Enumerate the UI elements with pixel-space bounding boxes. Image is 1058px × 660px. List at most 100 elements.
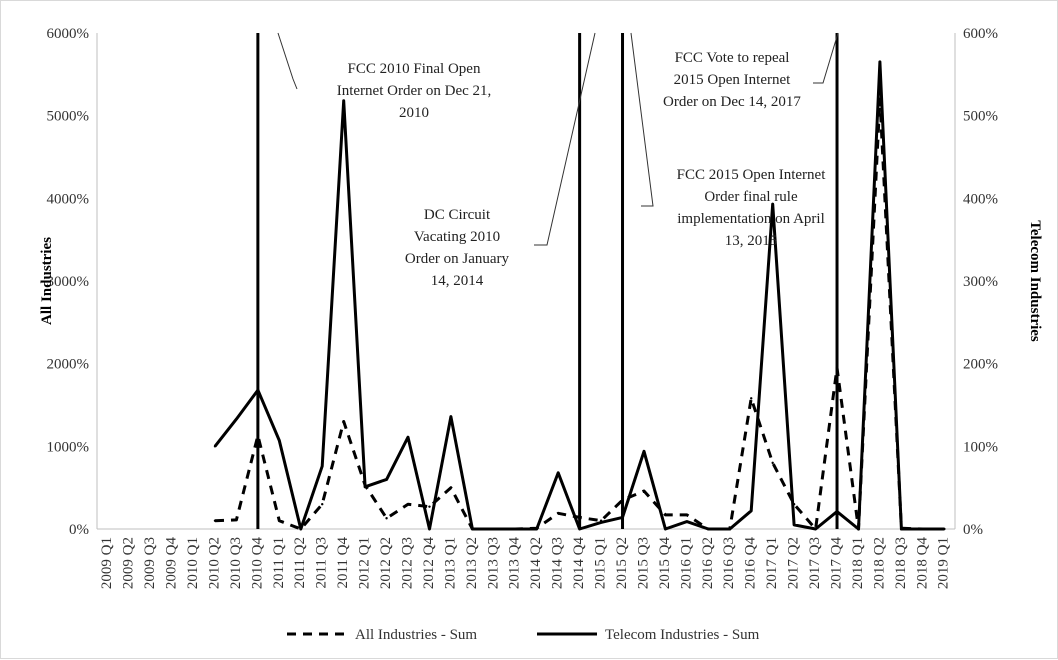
event-annotation-line: 14, 2014: [431, 273, 484, 289]
x-tick-label: 2013 Q1: [442, 537, 458, 589]
x-tick-label: 2018 Q2: [871, 537, 887, 589]
event-annotation-line: Vacating 2010: [414, 229, 500, 245]
y-right-tick-label: 0%: [963, 522, 983, 538]
x-tick-label: 2012 Q4: [421, 537, 437, 590]
x-tick-label: 2009 Q4: [164, 537, 180, 590]
data-point: [814, 527, 817, 531]
x-tick-label: 2017 Q2: [786, 537, 802, 589]
x-tick-label: 2011 Q3: [314, 537, 330, 589]
x-tick-label: 2017 Q1: [764, 537, 780, 589]
data-point: [664, 527, 667, 531]
annotation-leader-line: [277, 32, 298, 90]
data-point: [578, 516, 581, 519]
data-point: [900, 527, 903, 531]
x-tick-label: 2015 Q4: [657, 537, 673, 590]
data-point: [835, 366, 839, 369]
data-point: [278, 439, 281, 442]
data-point: [514, 527, 517, 531]
data-point: [921, 527, 925, 531]
y-left-axis-title: All Industries: [39, 237, 55, 325]
data-point: [621, 498, 624, 502]
data-point: [642, 450, 646, 453]
x-tick-label: 2009 Q1: [99, 537, 115, 589]
data-point: [642, 489, 646, 493]
x-tick-label: 2010 Q1: [185, 537, 201, 589]
y-left-tick-label: 0%: [69, 522, 89, 538]
x-tick-label: 2019 Q1: [936, 537, 952, 589]
x-tick-label: 2016 Q1: [678, 537, 694, 589]
data-point: [321, 464, 324, 468]
legend-label-all-industries: All Industries - Sum: [355, 627, 477, 643]
y-right-tick-label: 600%: [963, 26, 998, 42]
data-point: [664, 513, 667, 517]
y-right-tick-label: 500%: [963, 109, 998, 125]
annotation-leader-line: [534, 32, 596, 246]
x-tick-label: 2011 Q2: [292, 537, 308, 589]
x-tick-label: 2018 Q3: [893, 537, 909, 589]
event-annotation-line: 13, 2015: [725, 233, 778, 249]
data-point: [471, 527, 474, 531]
data-point: [707, 527, 710, 531]
data-point: [449, 486, 453, 489]
event-annotation-line: 2010: [399, 105, 429, 121]
data-point: [685, 513, 689, 517]
data-point: [578, 527, 581, 531]
data-point: [835, 510, 839, 513]
data-point: [750, 509, 753, 513]
event-annotation-line: Order on January: [405, 251, 510, 267]
data-point: [535, 527, 538, 531]
x-tick-label: 2016 Q4: [743, 537, 759, 590]
x-tick-label: 2011 Q4: [335, 537, 351, 589]
x-tick-label: 2016 Q2: [700, 537, 716, 589]
x-tick-label: 2018 Q4: [914, 537, 930, 590]
data-point: [792, 523, 796, 527]
x-tick-label: 2009 Q3: [142, 537, 158, 589]
y-right-tick-label: 100%: [963, 439, 998, 455]
data-point: [235, 417, 238, 421]
data-point: [321, 503, 324, 506]
data-point: [299, 527, 302, 531]
event-annotation-line: Internet Order on Dec 21,: [337, 83, 492, 99]
x-tick-label: 2013 Q4: [507, 537, 523, 590]
x-tick-label: 2015 Q2: [614, 537, 630, 589]
data-point: [943, 527, 946, 531]
data-point: [599, 521, 603, 524]
data-point: [428, 505, 431, 508]
data-point: [385, 517, 388, 520]
event-annotation-line: Order on Dec 14, 2017: [663, 94, 801, 110]
x-tick-label: 2014 Q3: [550, 537, 566, 589]
data-point: [556, 471, 560, 474]
x-tick-label: 2014 Q2: [528, 537, 544, 589]
data-point: [256, 434, 260, 437]
y-left-tick-label: 5000%: [47, 109, 90, 125]
x-tick-label: 2012 Q3: [399, 537, 415, 589]
x-tick-label: 2010 Q3: [228, 537, 244, 589]
data-point: [213, 519, 217, 522]
y-left-tick-label: 6000%: [47, 26, 90, 42]
data-point: [556, 512, 560, 515]
data-point: [406, 503, 410, 506]
y-right-tick-label: 200%: [963, 357, 998, 373]
event-annotation-line: DC Circuit: [424, 207, 491, 223]
event-annotation-line: FCC Vote to repeal: [675, 50, 790, 66]
y-right-axis-title: Telecom Industries: [1027, 220, 1043, 342]
x-tick-label: 2013 Q3: [485, 537, 501, 589]
x-tick-label: 2018 Q1: [850, 537, 866, 589]
data-point: [406, 436, 410, 439]
data-point: [385, 478, 388, 481]
data-point: [878, 60, 882, 64]
x-tick-label: 2010 Q2: [206, 537, 222, 589]
event-annotation-line: Order final rule: [704, 189, 798, 205]
data-point: [750, 397, 753, 400]
x-tick-label: 2016 Q3: [721, 537, 737, 589]
x-tick-label: 2011 Q1: [271, 537, 287, 589]
y-left-tick-label: 3000%: [47, 274, 90, 290]
legend-label-telecom-industries: Telecom Industries - Sum: [605, 627, 760, 643]
data-point: [621, 516, 624, 519]
data-point: [256, 388, 260, 392]
data-point: [363, 485, 367, 489]
x-tick-label: 2017 Q4: [828, 537, 844, 590]
x-tick-label: 2015 Q3: [635, 537, 651, 589]
